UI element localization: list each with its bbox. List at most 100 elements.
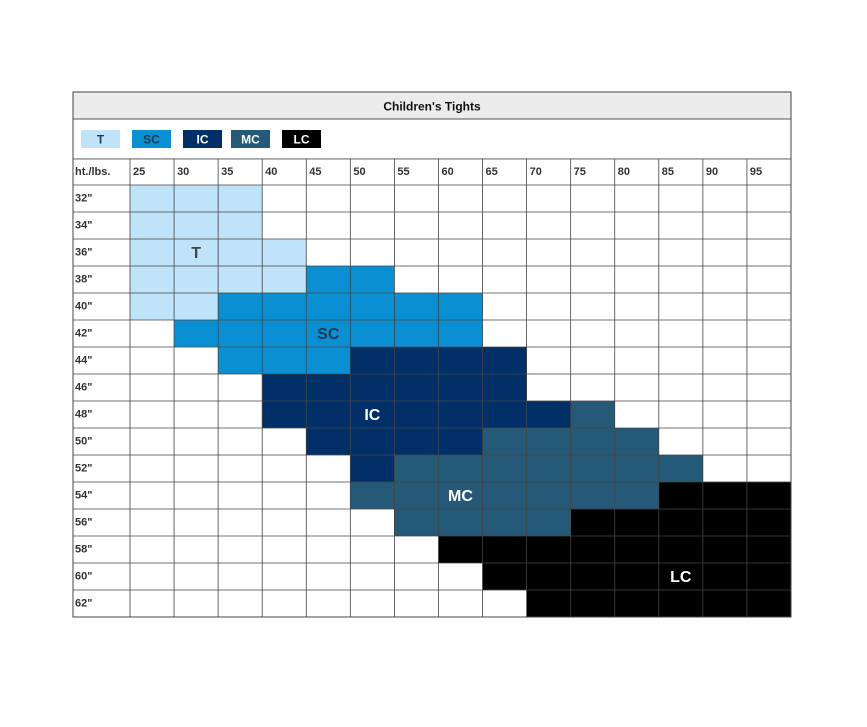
- cell-t: [130, 239, 175, 266]
- y-tick-label: 56": [75, 517, 92, 529]
- cell-lc: [702, 509, 747, 536]
- legend-swatch-lc: [282, 130, 321, 148]
- y-tick-label: 40": [75, 301, 92, 313]
- cell-t: [130, 212, 175, 239]
- cell-lc: [658, 482, 703, 509]
- cell-mc: [526, 509, 571, 536]
- x-tick-label: 40: [265, 166, 277, 178]
- header-row: [73, 159, 791, 185]
- cell-lc: [614, 509, 659, 536]
- cell-t: [218, 266, 263, 293]
- y-tick-label: 38": [75, 274, 92, 286]
- cell-lc: [702, 482, 747, 509]
- cell-ic: [306, 401, 351, 428]
- cell-t: [174, 185, 219, 212]
- cell-sc: [174, 320, 219, 347]
- cell-sc: [306, 266, 351, 293]
- cell-t: [130, 266, 175, 293]
- cell-ic: [394, 347, 439, 374]
- cell-t: [174, 212, 219, 239]
- cell-ic: [350, 455, 395, 482]
- cell-t: [218, 239, 263, 266]
- cell-ic: [350, 428, 395, 455]
- x-tick-label: 45: [309, 166, 321, 178]
- cell-mc: [658, 455, 703, 482]
- y-tick-label: 34": [75, 220, 92, 232]
- y-tick-label: 54": [75, 490, 92, 502]
- cell-t: [262, 266, 307, 293]
- legend-swatch-ic: [183, 130, 222, 148]
- y-tick-label: 44": [75, 355, 92, 367]
- cell-mc: [526, 482, 571, 509]
- cell-sc: [350, 266, 395, 293]
- cell-mc: [394, 455, 439, 482]
- y-tick-label: 58": [75, 544, 92, 556]
- chart-frame: [72, 91, 792, 618]
- cell-lc: [702, 563, 747, 590]
- cell-sc: [438, 293, 483, 320]
- cell-lc: [438, 536, 483, 563]
- cell-sc: [350, 320, 395, 347]
- cell-lc: [526, 590, 571, 617]
- cell-lc: [658, 563, 703, 590]
- cell-ic: [394, 401, 439, 428]
- x-tick-label: 70: [530, 166, 542, 178]
- region-label-sc: SC: [317, 326, 340, 343]
- cell-mc: [394, 482, 439, 509]
- cell-mc: [614, 482, 659, 509]
- cell-mc: [570, 401, 615, 428]
- x-tick-label: 95: [750, 166, 762, 178]
- x-tick-label: 85: [662, 166, 674, 178]
- cell-mc: [438, 509, 483, 536]
- title-bar: [72, 91, 792, 120]
- cell-ic: [438, 347, 483, 374]
- legend-label-ic: IC: [197, 133, 209, 147]
- cell-t: [130, 185, 175, 212]
- cell-lc: [570, 509, 615, 536]
- cell-lc: [614, 590, 659, 617]
- cell-t: [218, 185, 263, 212]
- cell-lc: [482, 536, 527, 563]
- y-tick-label: 36": [75, 247, 92, 259]
- y-tick-label: 60": [75, 571, 92, 583]
- cell-ic: [350, 374, 395, 401]
- cell-ic: [438, 401, 483, 428]
- cell-lc: [658, 536, 703, 563]
- cell-sc: [306, 293, 351, 320]
- cell-lc: [658, 509, 703, 536]
- cell-ic: [262, 401, 307, 428]
- cell-mc: [482, 509, 527, 536]
- cell-sc: [262, 320, 307, 347]
- cell-sc: [394, 293, 439, 320]
- cell-mc: [350, 482, 395, 509]
- cell-lc: [658, 590, 703, 617]
- cell-lc: [746, 509, 791, 536]
- cell-sc: [218, 293, 263, 320]
- cell-mc: [482, 482, 527, 509]
- region-label-t: T: [191, 245, 201, 262]
- cell-ic: [482, 401, 527, 428]
- cell-mc: [614, 428, 659, 455]
- corner-label: ht./lbs.: [75, 166, 110, 178]
- cell-ic: [306, 428, 351, 455]
- cell-t: [174, 293, 219, 320]
- cell-t: [130, 293, 175, 320]
- cell-ic: [306, 374, 351, 401]
- cell-mc: [438, 482, 483, 509]
- legend-label-mc: MC: [241, 133, 260, 147]
- cell-mc: [482, 428, 527, 455]
- cell-lc: [526, 536, 571, 563]
- cell-lc: [746, 563, 791, 590]
- cell-mc: [526, 455, 571, 482]
- cell-ic: [394, 428, 439, 455]
- region-label-mc: MC: [448, 488, 473, 505]
- legend-area: [72, 118, 792, 160]
- cell-mc: [570, 428, 615, 455]
- legend-label-lc: LC: [294, 133, 310, 147]
- cell-t: [174, 266, 219, 293]
- x-tick-label: 50: [353, 166, 365, 178]
- y-tick-label: 46": [75, 382, 92, 394]
- cell-ic: [482, 374, 527, 401]
- cell-sc: [218, 347, 263, 374]
